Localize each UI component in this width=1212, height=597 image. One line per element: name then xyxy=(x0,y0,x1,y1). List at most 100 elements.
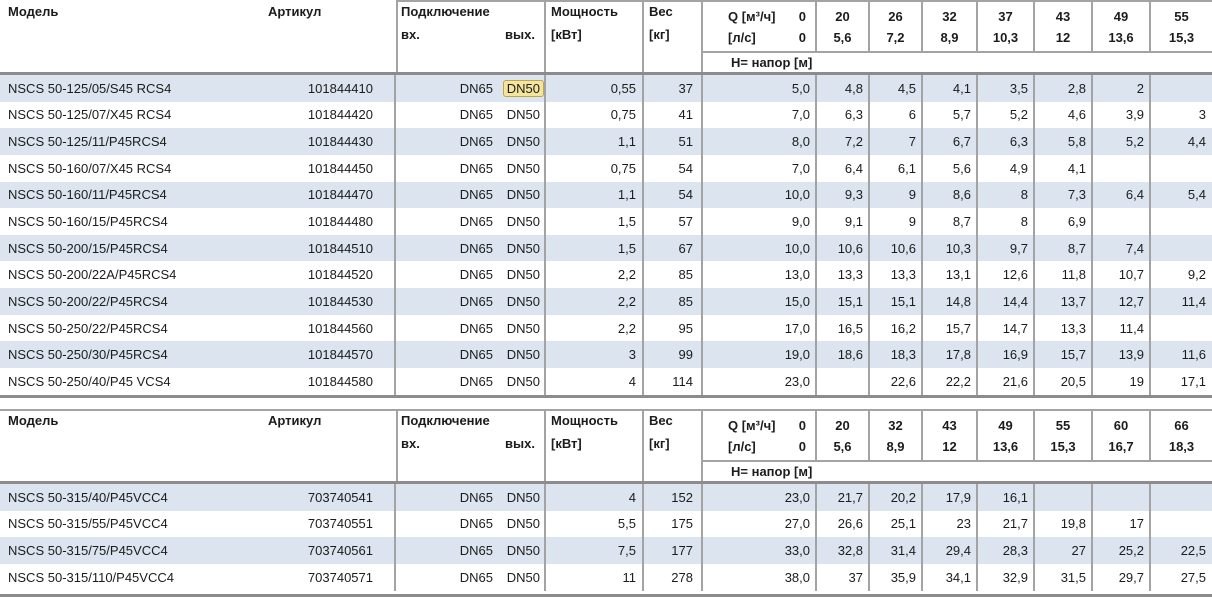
weight-header-box xyxy=(644,0,703,72)
col-header-artikul: Артикул xyxy=(268,413,322,428)
cell-head-value: 9 xyxy=(870,181,923,209)
col-header-weight-unit: [кг] xyxy=(649,27,670,42)
cell-head-value: 35,9 xyxy=(870,563,923,591)
cell-head-value: 27,5 xyxy=(1180,569,1206,585)
cell-head-value: 5,2 xyxy=(978,101,1035,129)
cell-head-value xyxy=(1151,155,1212,182)
q-ls-value: 15,3 xyxy=(1168,30,1195,45)
cell-weight: 54 xyxy=(644,154,703,182)
cell-head-value: 17,1 xyxy=(1180,373,1206,389)
cell-power: 2,2 xyxy=(546,261,644,289)
q-units-cell: Q [м³/ч] 0 [л/с] 0 xyxy=(703,2,817,51)
cell-head-value xyxy=(1093,154,1151,182)
cell-head-value: 17,9 xyxy=(923,484,978,511)
cell-head-value: 6 xyxy=(870,101,923,129)
col-header-power-unit: [кВт] xyxy=(551,27,582,42)
q-flow-value: 66 xyxy=(1174,418,1189,433)
cell-artikul: 703740551 xyxy=(260,510,396,538)
cell-head-value: 10,0 xyxy=(703,234,817,262)
cell-dn-out: DN50 xyxy=(497,563,546,591)
cell-head-value: 16,1 xyxy=(978,484,1035,511)
cell-head-value: 6,4 xyxy=(1093,181,1151,209)
cell-head-value: 29,4 xyxy=(923,537,978,564)
cell-head-value: 3,9 xyxy=(1093,101,1151,129)
cell-artikul: 101844450 xyxy=(260,154,396,182)
cell-head-value: 19,8 xyxy=(1035,510,1093,538)
cell-dn-out: DN50 xyxy=(497,181,546,209)
cell-head-value: 21,7 xyxy=(817,484,870,511)
cell-head-value: 6,1 xyxy=(870,154,923,182)
cell-dn-in: DN65 xyxy=(459,267,493,283)
cell-head-value: 22,5 xyxy=(1180,543,1206,559)
q-unit-ls: [л/с] xyxy=(728,439,756,454)
cell-head-value xyxy=(1093,208,1151,235)
cell-head-value: 22,6 xyxy=(870,368,923,395)
cell-weight: 278 xyxy=(644,563,703,591)
cell-dn-out: DN50 xyxy=(497,75,546,102)
cell-head-value: 4,4 xyxy=(1187,134,1206,150)
cell-head-value: 7,0 xyxy=(703,101,817,129)
cell-head-value: 12,6 xyxy=(978,261,1035,289)
cell-head-value: 5,0 xyxy=(703,75,817,102)
cell-head-value: 2 xyxy=(1093,75,1151,102)
cell-dn-out: DN50 xyxy=(497,288,546,315)
cell-head-value: 31,5 xyxy=(1035,563,1093,591)
cell-head-value: 8,7 xyxy=(1035,234,1093,262)
cell-artikul: 101844520 xyxy=(260,261,396,289)
col-header-power: Мощность xyxy=(551,413,618,428)
cell-model: NSCS 50-200/22A/P45RCS4 xyxy=(8,267,177,283)
q-flow-header-cell: 55 15,3 xyxy=(1151,2,1212,51)
cell-head-value: 5,8 xyxy=(1035,128,1093,155)
cell-head-value: 4,1 xyxy=(1035,154,1093,182)
cell-dn-in: DN65 xyxy=(459,240,493,256)
cell-head-value: 11,4 xyxy=(1093,314,1151,342)
col-header-connection: Подключение xyxy=(401,413,490,428)
cell-head-value: 19 xyxy=(1093,368,1151,395)
cell-head-value: 9,7 xyxy=(978,234,1035,262)
col-header-weight: Вес xyxy=(649,4,673,19)
cell-head-value: 9 xyxy=(870,208,923,235)
cell-dn-out: DN50 xyxy=(497,101,546,129)
cell-head-value: 6,3 xyxy=(817,101,870,129)
col-header-weight-unit: [кг] xyxy=(649,436,670,451)
cell-head-value: 5,2 xyxy=(1093,128,1151,155)
q-flow-header-cell: 32 8,9 xyxy=(923,2,978,51)
cell-model: NSCS 50-250/22/P45RCS4 xyxy=(8,320,168,336)
cell-head-value: 15,7 xyxy=(923,314,978,342)
q-flow-value: 26 xyxy=(888,9,903,24)
q-flow-header-cell: 55 15,3 xyxy=(1035,411,1093,460)
cell-head-value: 25,1 xyxy=(870,510,923,538)
cell-head-value: 10,7 xyxy=(1093,261,1151,289)
q-flow-value: 32 xyxy=(888,418,903,433)
cell-weight: 95 xyxy=(644,314,703,342)
cell-head-value: 18,3 xyxy=(870,341,923,369)
cell-weight: 85 xyxy=(644,288,703,315)
q-flow-header-cell: 49 13,6 xyxy=(978,411,1035,460)
cell-weight: 37 xyxy=(644,75,703,102)
col-header-conn-in: вх. xyxy=(401,27,420,42)
table-row: NSCS 50-250/40/P45 VCS4 101844580 DN65 DN50… xyxy=(0,368,1212,395)
cell-dn-in: DN65 xyxy=(459,569,493,585)
cell-head-value: 27 xyxy=(1035,537,1093,564)
cell-dn-out: DN50 xyxy=(497,208,546,235)
cell-head-value: 10,3 xyxy=(923,234,978,262)
search-highlight: DN50 xyxy=(502,79,544,97)
cell-head-value: 2,8 xyxy=(1035,75,1093,102)
cell-dn-in: DN65 xyxy=(459,107,493,123)
table-header: Модель Артикул Подключение вх. вых. Мощн… xyxy=(0,0,1212,72)
q-units-cell: Q [м³/ч] 0 [л/с] 0 xyxy=(703,411,817,460)
cell-artikul: 101844430 xyxy=(260,128,396,155)
table-row: NSCS 50-315/110/P45VCC4 703740571 DN65 DN50… xyxy=(0,563,1212,591)
cell-power: 1,5 xyxy=(546,208,644,235)
cell-weight: 57 xyxy=(644,208,703,235)
header-separator-rule xyxy=(0,72,1212,75)
q-ls-value: 12 xyxy=(1055,30,1071,45)
cell-head-value: 7,2 xyxy=(817,128,870,155)
cell-model: NSCS 50-315/75/P45VCC4 xyxy=(8,543,168,559)
cell-head-value: 17,0 xyxy=(703,314,817,342)
cell-dn-in: DN65 xyxy=(459,187,493,203)
cell-dn-out: DN50 xyxy=(497,234,546,262)
cell-head-value: 20,5 xyxy=(1035,368,1093,395)
cell-head-value: 12,7 xyxy=(1093,288,1151,315)
cell-model: NSCS 50-315/40/P45VCC4 xyxy=(8,489,168,505)
